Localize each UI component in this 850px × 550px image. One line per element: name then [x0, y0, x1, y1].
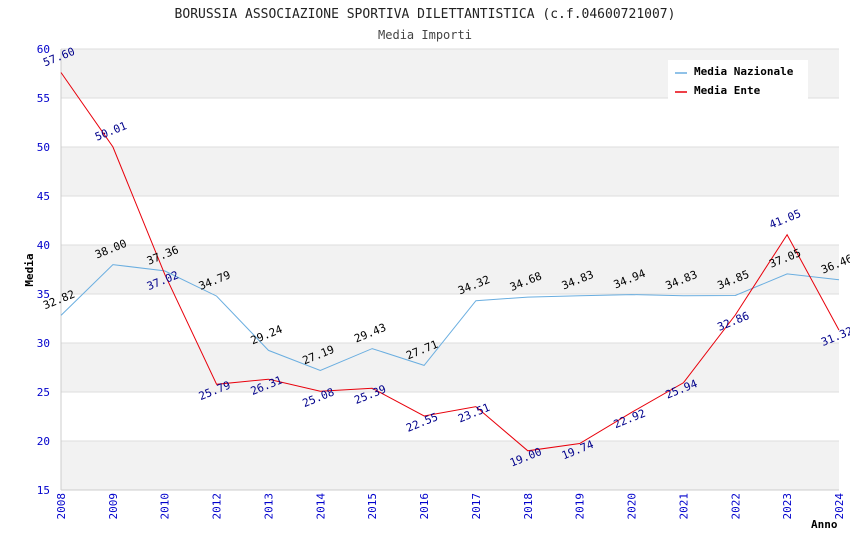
x-tick-label: 2009 [107, 493, 120, 520]
chart-subtitle: Media Importi [378, 28, 472, 42]
legend-label-media-ente: Media Ente [694, 84, 761, 97]
legend-label-media-nazionale: Media Nazionale [694, 65, 794, 78]
x-tick-label: 2017 [470, 493, 483, 520]
data-label: 23.51 [456, 401, 492, 425]
x-tick-label: 2016 [418, 493, 431, 520]
y-tick-label: 55 [37, 92, 50, 105]
plot-bands [61, 49, 839, 490]
grid-band [61, 343, 839, 392]
grid-lines [61, 48, 839, 491]
x-tick-label: 2019 [574, 493, 587, 520]
x-tick-label: 2023 [781, 493, 794, 520]
y-tick-label: 50 [37, 141, 50, 154]
x-tick-label: 2012 [211, 493, 224, 520]
data-label: 22.55 [404, 410, 440, 434]
data-label: 41.05 [767, 207, 803, 231]
data-label: 29.43 [352, 321, 388, 345]
x-axis-label: Anno [811, 518, 838, 531]
x-tick-label: 2018 [522, 493, 535, 520]
y-tick-label: 20 [37, 435, 50, 448]
x-tick-label: 2010 [159, 493, 172, 520]
x-tick-label: 2015 [366, 493, 379, 520]
y-tick-labels: 15 20 25 30 35 40 45 50 55 60 [37, 43, 50, 497]
y-tick-label: 40 [37, 239, 50, 252]
grid-band [61, 147, 839, 196]
x-tick-label: 2008 [55, 493, 68, 520]
y-tick-label: 45 [37, 190, 50, 203]
data-label: 32.86 [716, 309, 752, 333]
y-axis-label: Media [23, 253, 36, 286]
series-line-media-nazionale [60, 264, 840, 372]
data-label: 50.01 [93, 119, 129, 143]
series-lines [60, 72, 840, 452]
chart-title: BORUSSIA ASSOCIAZIONE SPORTIVA DILETTANT… [175, 7, 676, 22]
x-tick-label: 2022 [729, 493, 742, 520]
y-tick-label: 60 [37, 43, 50, 56]
x-tick-labels: 2008 2009 2010 2012 2013 2014 2015 2016 2017 2018… [55, 493, 846, 520]
data-label: 22.92 [612, 407, 648, 431]
y-tick-label: 30 [37, 337, 50, 350]
x-tick-label: 2020 [626, 493, 639, 520]
y-tick-label: 25 [37, 386, 50, 399]
y-tick-label: 15 [37, 484, 50, 497]
legend: Media Nazionale Media Ente [668, 60, 808, 102]
x-tick-label: 2021 [677, 493, 690, 520]
x-tick-label: 2013 [262, 493, 275, 520]
grid-band [61, 245, 839, 294]
x-tick-label: 2014 [314, 493, 327, 520]
x-tick-label: 2024 [833, 493, 846, 520]
y-tick-label: 35 [37, 288, 50, 301]
axes [60, 49, 839, 491]
legend-background [668, 60, 808, 102]
grid-band [61, 441, 839, 490]
series-line-media-ente [60, 72, 840, 452]
